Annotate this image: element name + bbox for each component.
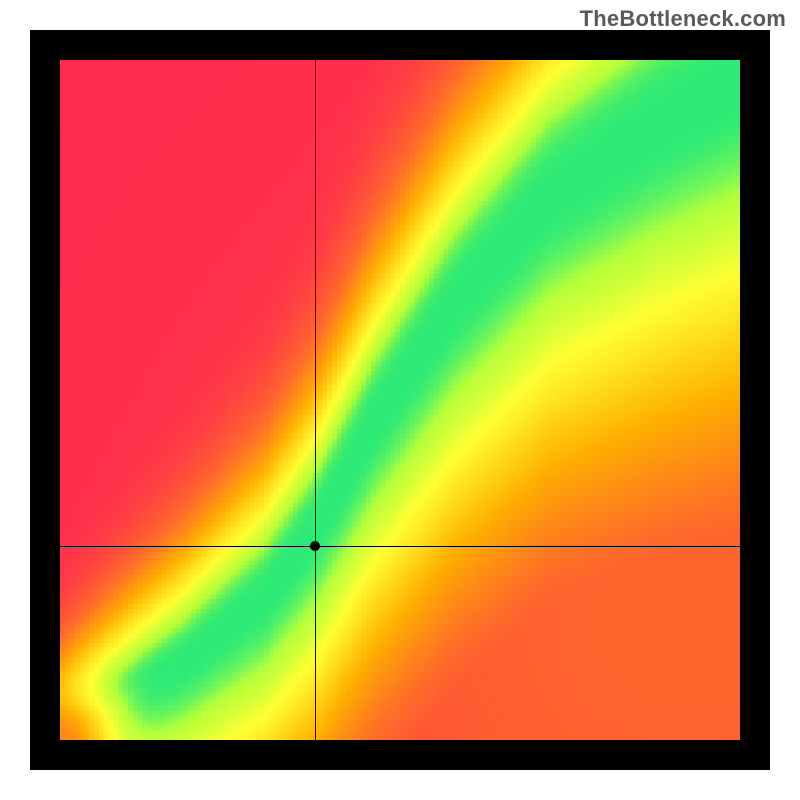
chart-container: TheBottleneck.com bbox=[0, 0, 800, 800]
crosshair-vertical bbox=[315, 60, 316, 740]
heatmap-canvas bbox=[60, 60, 740, 740]
crosshair-horizontal bbox=[60, 546, 740, 547]
watermark-text: TheBottleneck.com bbox=[580, 6, 786, 32]
plot-area bbox=[60, 60, 740, 740]
